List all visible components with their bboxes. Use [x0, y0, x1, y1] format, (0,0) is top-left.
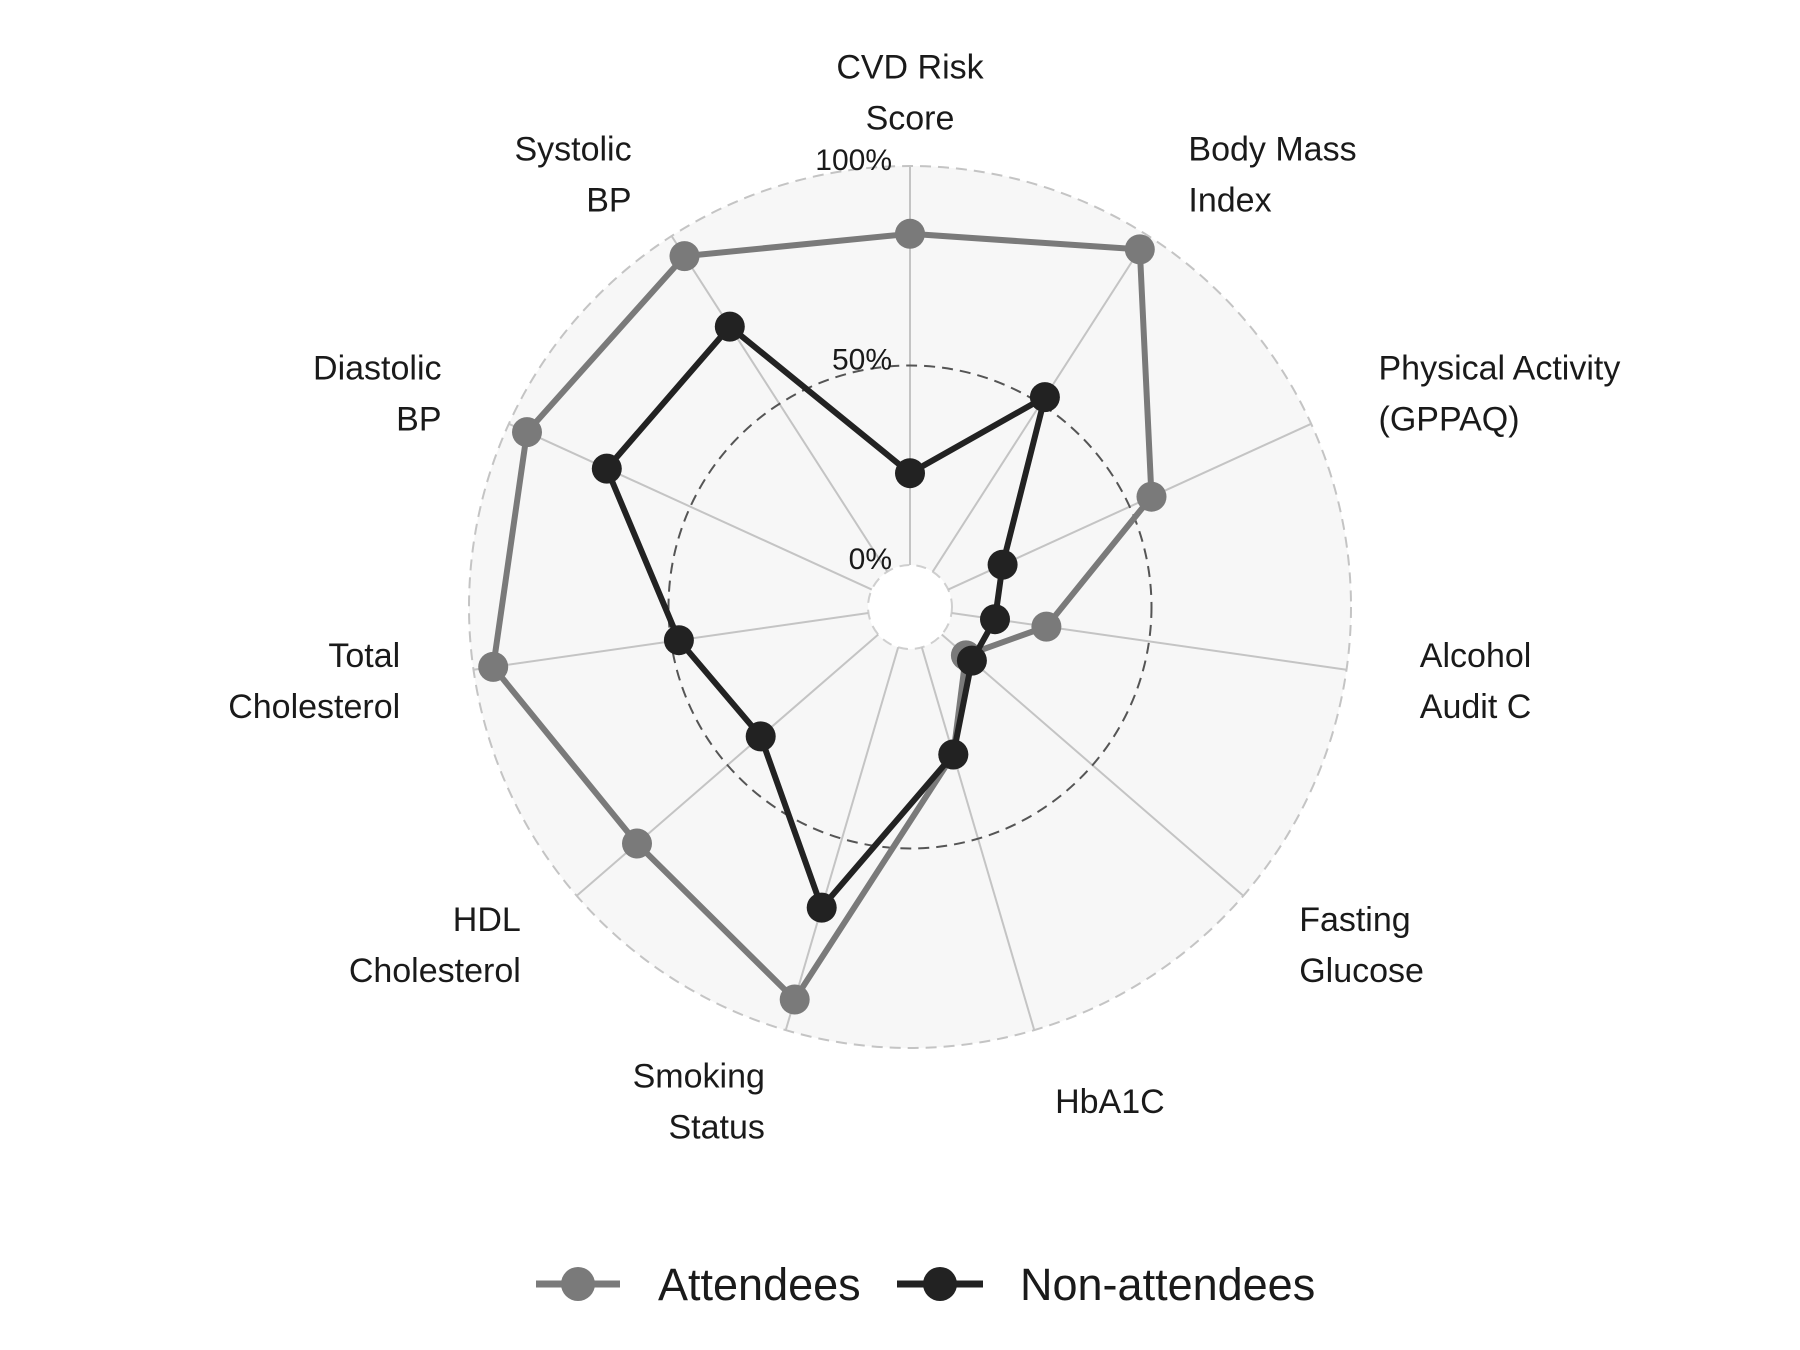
grid-label-0: 0%: [849, 543, 892, 576]
legend-item-non-attendees: Non-attendees: [897, 1259, 1315, 1310]
point-attendees-total-cholesterol: [478, 651, 509, 682]
legend-label: Non-attendees: [1020, 1259, 1315, 1310]
axis-label-cvd-risk-score: CVD Risk Score: [836, 49, 984, 138]
axis-label-physical-activity-gppaq: Physical Activity (GPPAQ): [1379, 350, 1621, 439]
point-non-attendees-systolic-bp: [714, 311, 745, 342]
point-non-attendees-alcohol-audit-c: [980, 604, 1010, 635]
grid-circle-100: [468, 165, 1352, 1049]
series-non-attendees: [591, 311, 1060, 923]
point-non-attendees-hdl-cholesterol: [745, 721, 776, 752]
legend-swatch-point: [923, 1267, 957, 1301]
radar-series: [478, 218, 1167, 1015]
point-non-attendees-diastolic-bp: [591, 453, 622, 484]
point-attendees-cvd-risk-score: [895, 218, 925, 249]
axis-label-diastolic-bp: Diastolic BP: [313, 350, 441, 439]
point-non-attendees-hba1c: [938, 739, 969, 770]
axis-label-total-cholesterol: Total Cholesterol: [228, 637, 400, 726]
point-non-attendees-fasting-glucose: [956, 645, 987, 676]
radar-grid: [468, 165, 1352, 1049]
legend: Attendees Non-attendees: [536, 1259, 1315, 1310]
spoke-smoking-status: [784, 647, 900, 1031]
spoke-diastolic-bp: [508, 422, 873, 591]
grid-circle-50: [667, 364, 1153, 850]
point-attendees-alcohol-audit-c: [1031, 611, 1062, 642]
point-non-attendees-body-mass-index: [1029, 382, 1060, 413]
spoke-alcohol-audit-c: [951, 611, 1347, 671]
axis-labels: CVD Risk Score Body Mass Index Physical Acti…: [228, 49, 1620, 1147]
grid-labels: 0% 50% 100%: [815, 144, 892, 576]
legend-label: Attendees: [658, 1259, 861, 1310]
point-attendees-physical-activity-gppaq: [1136, 481, 1167, 512]
point-non-attendees-physical-activity-gppaq: [987, 549, 1018, 580]
series-line-non-attendees: [603, 323, 1048, 911]
point-non-attendees-smoking-status: [806, 892, 837, 923]
axis-label-body-mass-index: Body Mass Index: [1188, 130, 1356, 219]
point-attendees-hdl-cholesterol: [622, 828, 652, 859]
grid-label-50: 50%: [832, 344, 892, 377]
axis-label-hdl-cholesterol: HDL Cholesterol: [349, 901, 521, 990]
axis-label-hba1c: HbA1C: [1055, 1083, 1165, 1121]
series-line-attendees: [490, 230, 1155, 1003]
point-non-attendees-total-cholesterol: [663, 625, 694, 656]
grid-circle-0: [867, 564, 953, 650]
point-attendees-diastolic-bp: [512, 417, 542, 448]
point-attendees-systolic-bp: [669, 241, 700, 272]
legend-item-attendees: Attendees: [536, 1259, 861, 1310]
point-attendees-smoking-status: [779, 984, 810, 1015]
legend-swatch-point: [561, 1267, 595, 1301]
axis-label-smoking-status: Smoking Status: [633, 1058, 765, 1147]
point-non-attendees-cvd-risk-score: [895, 458, 925, 489]
axis-label-alcohol-audit-c: Alcohol Audit C: [1420, 637, 1532, 726]
point-attendees-body-mass-index: [1124, 234, 1155, 265]
grid-label-100: 100%: [815, 144, 892, 177]
axis-label-systolic-bp: Systolic BP: [514, 130, 631, 219]
axis-label-fasting-glucose: Fasting Glucose: [1299, 901, 1424, 990]
